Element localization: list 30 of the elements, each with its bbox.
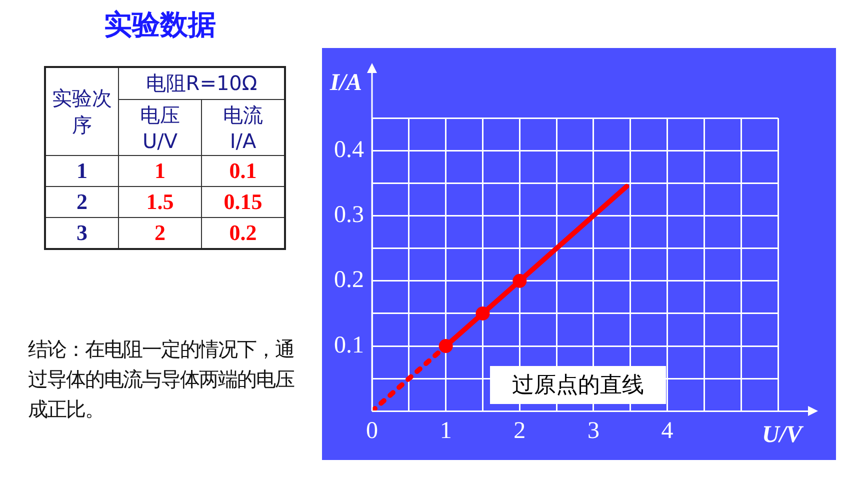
y-tick-label: 0.3 [334,202,364,228]
text: 1.5 [118,186,202,218]
text: 电阻R=10Ω [118,67,285,100]
point [512,274,527,288]
text: 电流 I/A [202,100,285,156]
text: 1 [45,156,118,186]
x-tick-label: 2 [514,418,526,444]
point [476,306,490,320]
point [438,339,453,354]
x-axis-title: U/V [762,422,802,449]
annotation: 过原点的直线 [490,366,666,404]
text: 3 [45,218,118,249]
text: 0.2 [202,218,285,249]
text: 1 [118,156,202,186]
y-axis-title: I/A [330,70,362,97]
x-tick-label: 1 [440,418,452,444]
text: 2 [118,218,202,249]
text: 实验次序 [45,67,118,156]
text: 0.1 [202,156,285,186]
x-tick-label: 0 [366,418,378,444]
y-tick-label: 0.1 [334,332,364,358]
y-tick-label: 0.4 [334,136,364,163]
x-tick-label: 3 [587,418,600,444]
text: 结论：在电阻一定的情况下，通过导体的电流与导体两端的电压成正比。 [28,336,296,423]
text: 电压 U/V [118,100,202,156]
x-tick-label: 4 [661,418,674,444]
text: 2 [45,186,118,218]
y-tick-label: 0.2 [334,267,364,294]
text: 0.15 [202,186,285,218]
chart-title: 实验数据 [103,7,217,43]
